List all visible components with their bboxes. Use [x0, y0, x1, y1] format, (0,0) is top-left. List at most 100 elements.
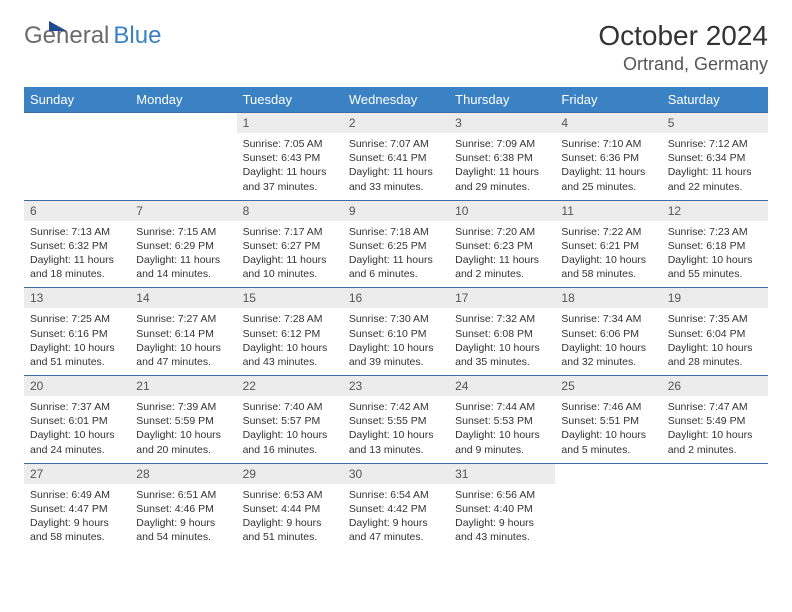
day-body [555, 471, 661, 529]
day-body: Sunrise: 7:18 AMSunset: 6:25 PMDaylight:… [343, 222, 449, 288]
day-number: 28 [130, 464, 236, 485]
day-body: Sunrise: 7:37 AMSunset: 6:01 PMDaylight:… [24, 397, 130, 463]
day-cell: 15Sunrise: 7:28 AMSunset: 6:12 PMDayligh… [237, 288, 343, 376]
day-cell: 16Sunrise: 7:30 AMSunset: 6:10 PMDayligh… [343, 288, 449, 376]
day-body: Sunrise: 7:12 AMSunset: 6:34 PMDaylight:… [662, 134, 768, 200]
day-body: Sunrise: 7:28 AMSunset: 6:12 PMDaylight:… [237, 309, 343, 375]
day-number: 22 [237, 376, 343, 397]
day-cell: 18Sunrise: 7:34 AMSunset: 6:06 PMDayligh… [555, 288, 661, 376]
day-body: Sunrise: 7:27 AMSunset: 6:14 PMDaylight:… [130, 309, 236, 375]
day-body [130, 120, 236, 178]
day-cell: 26Sunrise: 7:47 AMSunset: 5:49 PMDayligh… [662, 376, 768, 464]
week-row: 13Sunrise: 7:25 AMSunset: 6:16 PMDayligh… [24, 288, 768, 376]
day-number: 20 [24, 376, 130, 397]
day-body [662, 471, 768, 529]
week-row: 20Sunrise: 7:37 AMSunset: 6:01 PMDayligh… [24, 376, 768, 464]
day-cell: 14Sunrise: 7:27 AMSunset: 6:14 PMDayligh… [130, 288, 236, 376]
location: Ortrand, Germany [598, 54, 768, 75]
day-cell: 28Sunrise: 6:51 AMSunset: 4:46 PMDayligh… [130, 463, 236, 550]
day-number: 25 [555, 376, 661, 397]
weekday-header: Monday [130, 87, 236, 113]
day-number: 16 [343, 288, 449, 309]
weekday-header: Tuesday [237, 87, 343, 113]
day-cell: 3Sunrise: 7:09 AMSunset: 6:38 PMDaylight… [449, 113, 555, 201]
day-cell: 1Sunrise: 7:05 AMSunset: 6:43 PMDaylight… [237, 113, 343, 201]
day-body: Sunrise: 6:54 AMSunset: 4:42 PMDaylight:… [343, 485, 449, 551]
day-cell: 21Sunrise: 7:39 AMSunset: 5:59 PMDayligh… [130, 376, 236, 464]
day-number: 10 [449, 201, 555, 222]
day-number: 26 [662, 376, 768, 397]
day-number [555, 464, 661, 471]
day-body: Sunrise: 6:53 AMSunset: 4:44 PMDaylight:… [237, 485, 343, 551]
day-body: Sunrise: 7:35 AMSunset: 6:04 PMDaylight:… [662, 309, 768, 375]
day-cell: 25Sunrise: 7:46 AMSunset: 5:51 PMDayligh… [555, 376, 661, 464]
day-cell: 30Sunrise: 6:54 AMSunset: 4:42 PMDayligh… [343, 463, 449, 550]
day-number: 24 [449, 376, 555, 397]
day-cell: 17Sunrise: 7:32 AMSunset: 6:08 PMDayligh… [449, 288, 555, 376]
weekday-header: Friday [555, 87, 661, 113]
day-cell: 13Sunrise: 7:25 AMSunset: 6:16 PMDayligh… [24, 288, 130, 376]
weekday-header: Saturday [662, 87, 768, 113]
day-cell: 8Sunrise: 7:17 AMSunset: 6:27 PMDaylight… [237, 200, 343, 288]
logo-triangle-icon [49, 21, 67, 31]
day-cell: 12Sunrise: 7:23 AMSunset: 6:18 PMDayligh… [662, 200, 768, 288]
header: General Blue October 2024 Ortrand, Germa… [24, 20, 768, 75]
day-cell: 20Sunrise: 7:37 AMSunset: 6:01 PMDayligh… [24, 376, 130, 464]
day-cell: 2Sunrise: 7:07 AMSunset: 6:41 PMDaylight… [343, 113, 449, 201]
day-cell: 27Sunrise: 6:49 AMSunset: 4:47 PMDayligh… [24, 463, 130, 550]
day-body: Sunrise: 6:51 AMSunset: 4:46 PMDaylight:… [130, 485, 236, 551]
weekday-header-row: Sunday Monday Tuesday Wednesday Thursday… [24, 87, 768, 113]
day-body: Sunrise: 7:22 AMSunset: 6:21 PMDaylight:… [555, 222, 661, 288]
day-body: Sunrise: 7:10 AMSunset: 6:36 PMDaylight:… [555, 134, 661, 200]
day-number: 1 [237, 113, 343, 134]
day-body: Sunrise: 7:23 AMSunset: 6:18 PMDaylight:… [662, 222, 768, 288]
day-number: 29 [237, 464, 343, 485]
day-number: 21 [130, 376, 236, 397]
day-body: Sunrise: 6:56 AMSunset: 4:40 PMDaylight:… [449, 485, 555, 551]
day-body: Sunrise: 7:39 AMSunset: 5:59 PMDaylight:… [130, 397, 236, 463]
weekday-header: Sunday [24, 87, 130, 113]
weekday-header: Thursday [449, 87, 555, 113]
day-number: 11 [555, 201, 661, 222]
day-cell: 4Sunrise: 7:10 AMSunset: 6:36 PMDaylight… [555, 113, 661, 201]
day-cell: 19Sunrise: 7:35 AMSunset: 6:04 PMDayligh… [662, 288, 768, 376]
day-number: 23 [343, 376, 449, 397]
day-body: Sunrise: 6:49 AMSunset: 4:47 PMDaylight:… [24, 485, 130, 551]
day-body: Sunrise: 7:17 AMSunset: 6:27 PMDaylight:… [237, 222, 343, 288]
day-number: 2 [343, 113, 449, 134]
day-body [24, 120, 130, 178]
weekday-header: Wednesday [343, 87, 449, 113]
day-body: Sunrise: 7:47 AMSunset: 5:49 PMDaylight:… [662, 397, 768, 463]
day-body: Sunrise: 7:05 AMSunset: 6:43 PMDaylight:… [237, 134, 343, 200]
day-cell: 6Sunrise: 7:13 AMSunset: 6:32 PMDaylight… [24, 200, 130, 288]
day-cell: 9Sunrise: 7:18 AMSunset: 6:25 PMDaylight… [343, 200, 449, 288]
day-number: 7 [130, 201, 236, 222]
day-number [24, 113, 130, 120]
day-number: 3 [449, 113, 555, 134]
day-number: 19 [662, 288, 768, 309]
week-row: 27Sunrise: 6:49 AMSunset: 4:47 PMDayligh… [24, 463, 768, 550]
title-block: October 2024 Ortrand, Germany [598, 20, 768, 75]
day-body: Sunrise: 7:30 AMSunset: 6:10 PMDaylight:… [343, 309, 449, 375]
day-cell: 31Sunrise: 6:56 AMSunset: 4:40 PMDayligh… [449, 463, 555, 550]
day-body: Sunrise: 7:34 AMSunset: 6:06 PMDaylight:… [555, 309, 661, 375]
day-number: 30 [343, 464, 449, 485]
day-body: Sunrise: 7:32 AMSunset: 6:08 PMDaylight:… [449, 309, 555, 375]
day-number: 9 [343, 201, 449, 222]
day-body: Sunrise: 7:46 AMSunset: 5:51 PMDaylight:… [555, 397, 661, 463]
day-number: 4 [555, 113, 661, 134]
day-cell: 5Sunrise: 7:12 AMSunset: 6:34 PMDaylight… [662, 113, 768, 201]
calendar-grid: Sunday Monday Tuesday Wednesday Thursday… [24, 87, 768, 550]
day-body: Sunrise: 7:13 AMSunset: 6:32 PMDaylight:… [24, 222, 130, 288]
day-number: 5 [662, 113, 768, 134]
logo: General Blue [24, 20, 161, 50]
day-cell: 24Sunrise: 7:44 AMSunset: 5:53 PMDayligh… [449, 376, 555, 464]
day-number: 12 [662, 201, 768, 222]
logo-blue: Blue [113, 22, 161, 50]
week-row: 1Sunrise: 7:05 AMSunset: 6:43 PMDaylight… [24, 113, 768, 201]
day-cell: 10Sunrise: 7:20 AMSunset: 6:23 PMDayligh… [449, 200, 555, 288]
day-number: 17 [449, 288, 555, 309]
day-body: Sunrise: 7:25 AMSunset: 6:16 PMDaylight:… [24, 309, 130, 375]
month-title: October 2024 [598, 20, 768, 52]
day-body: Sunrise: 7:44 AMSunset: 5:53 PMDaylight:… [449, 397, 555, 463]
